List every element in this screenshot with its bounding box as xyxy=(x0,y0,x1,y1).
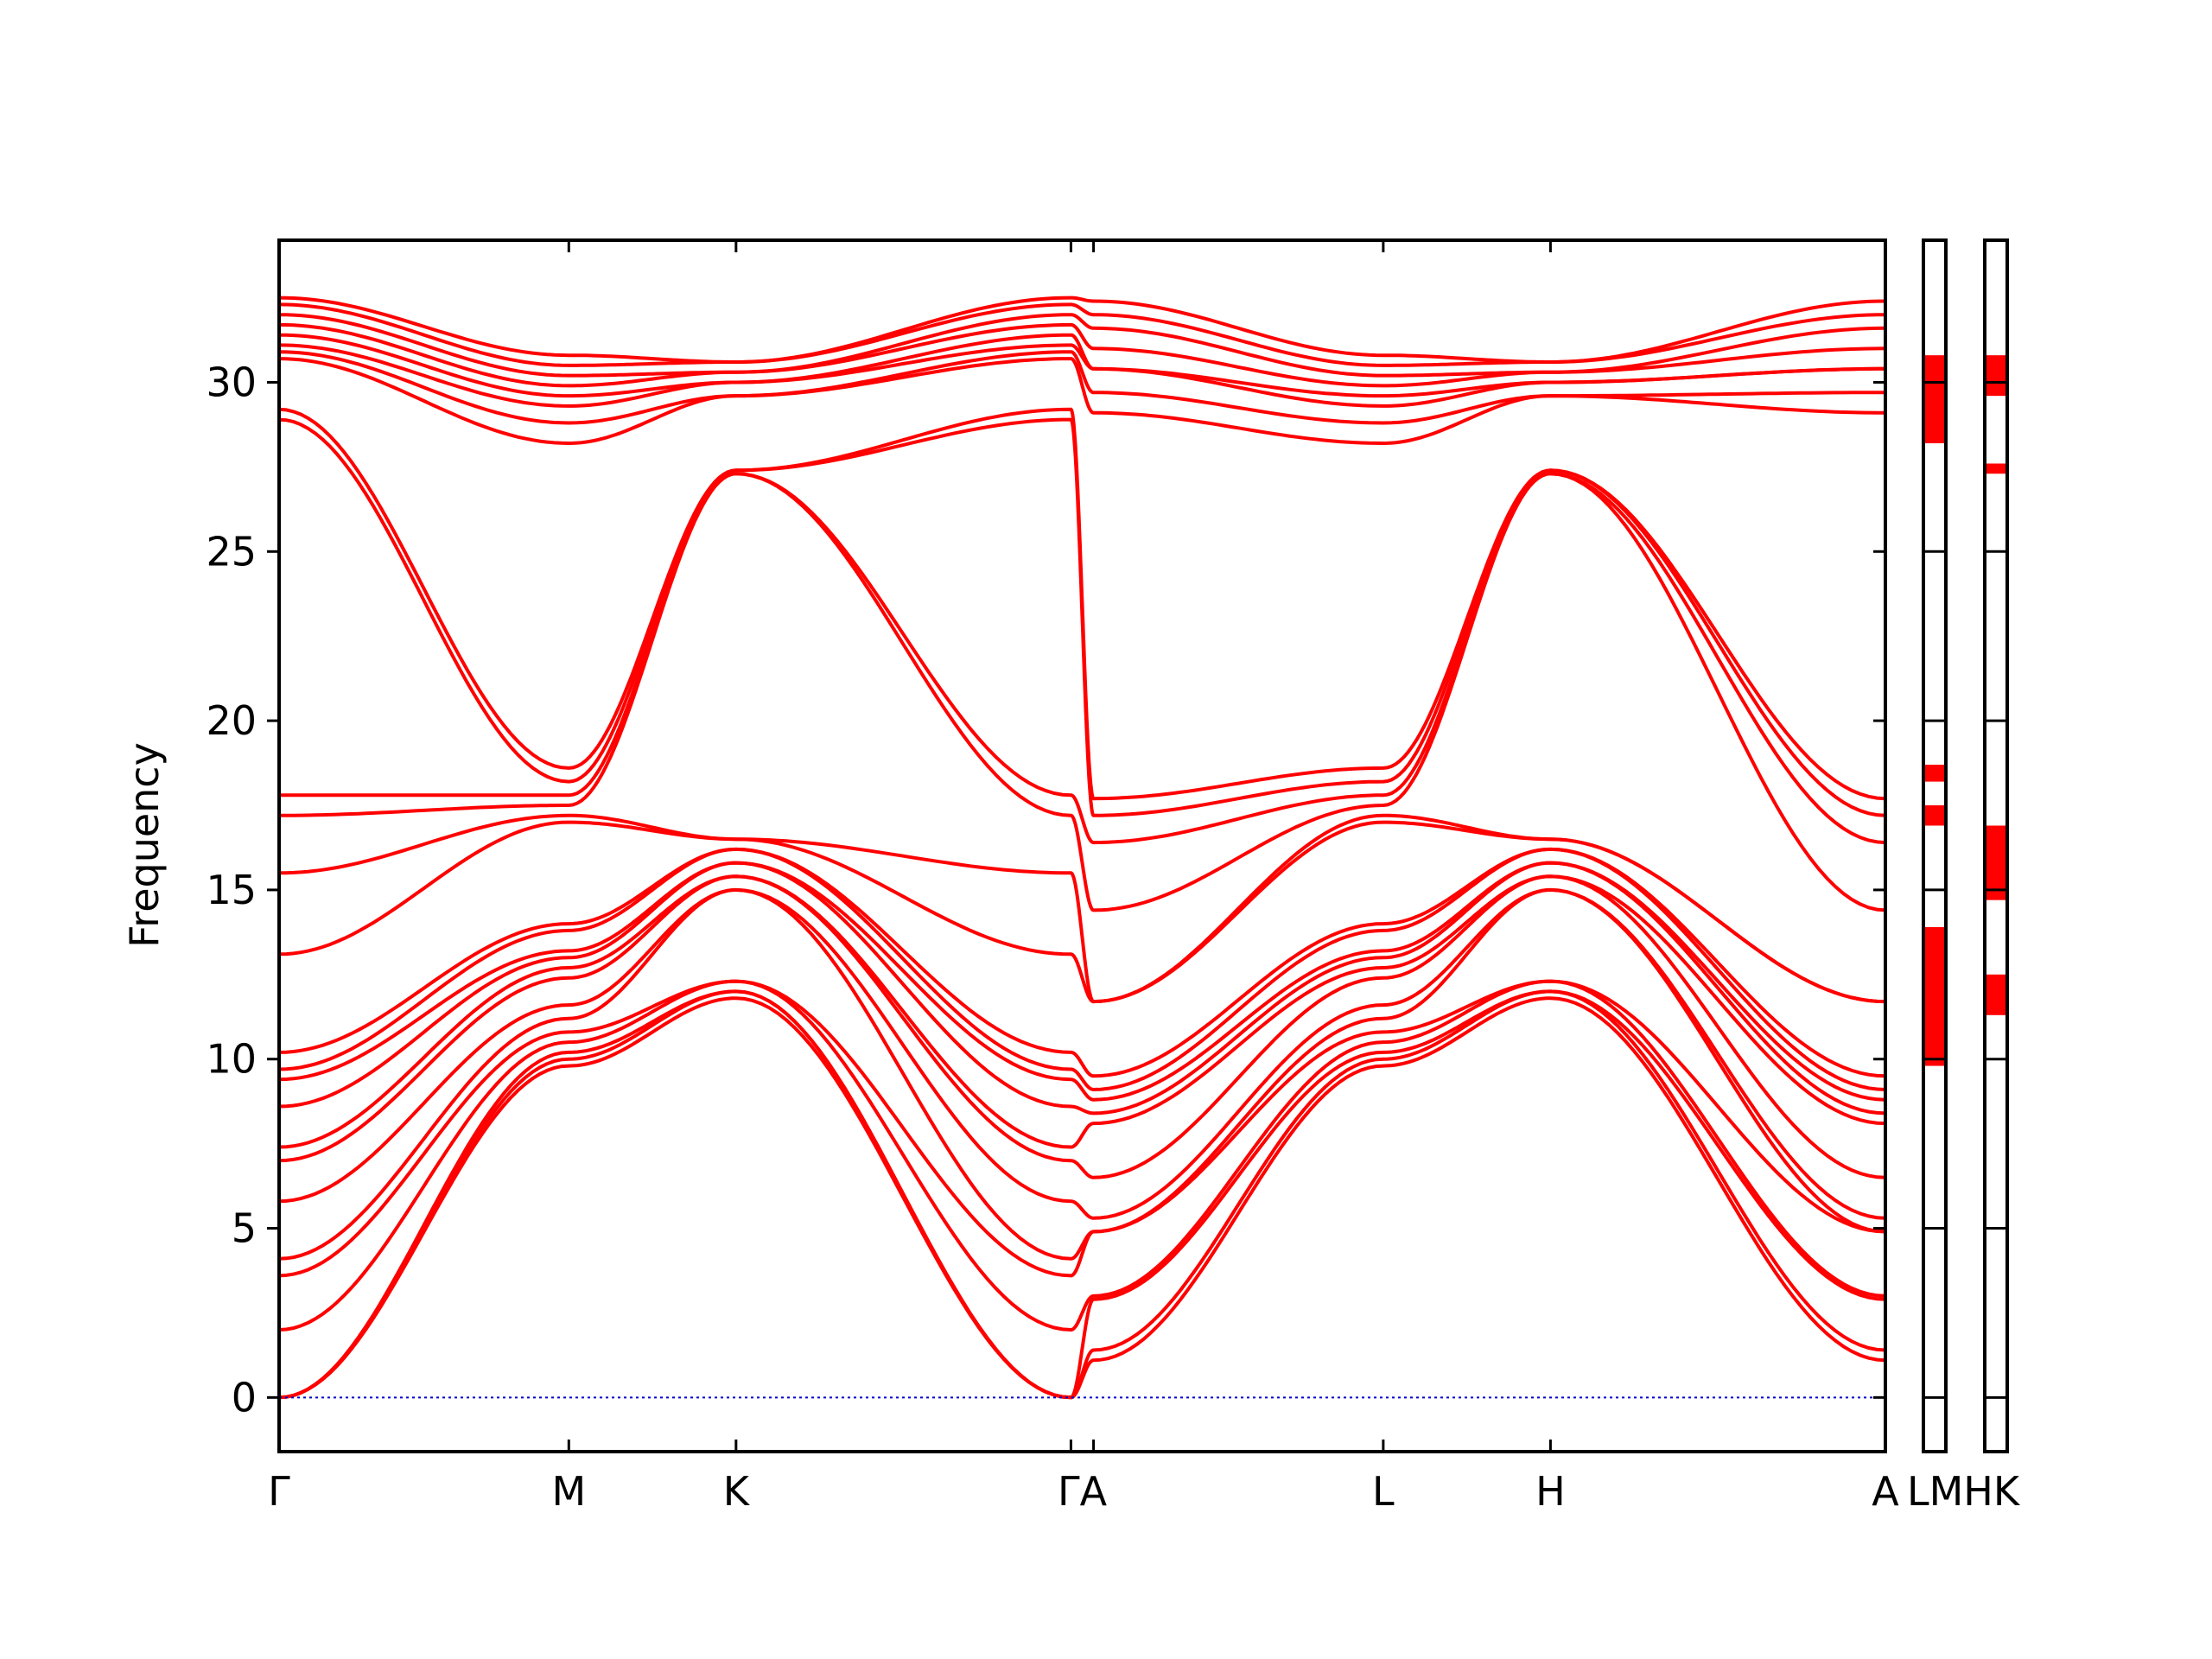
path-dividers xyxy=(567,240,1552,1452)
band-curve xyxy=(278,407,1886,801)
y-tick-label: 0 xyxy=(232,1374,257,1421)
x-axis-ticks: Γ M K ΓA L H A xyxy=(268,1468,1899,1515)
dos-band-block xyxy=(1925,926,1944,1066)
y-tick-label: 5 xyxy=(232,1205,257,1252)
y-tick-label: 10 xyxy=(206,1036,257,1083)
x-tick-label: L xyxy=(1372,1468,1395,1515)
band-curve xyxy=(278,350,1885,425)
dos-panel-1-ticks xyxy=(1923,380,1946,1399)
band-curve xyxy=(278,847,1886,1078)
dos-panel-1-frame xyxy=(1922,238,1948,1453)
band-curve xyxy=(279,472,1886,845)
dos-band-block xyxy=(1925,765,1944,782)
dos-band-block xyxy=(1986,355,2005,397)
band-curve xyxy=(278,313,1886,378)
y-tick-label: 15 xyxy=(206,867,257,913)
band-curve xyxy=(278,333,1885,398)
band-lines xyxy=(278,296,1886,1400)
band-curve xyxy=(278,979,1886,1278)
dos-bars-1 xyxy=(1925,355,1944,1066)
x-tick-label: A xyxy=(1872,1468,1899,1515)
dos-labels: LMHK xyxy=(1907,1468,2021,1515)
dos-band-block xyxy=(1986,825,2005,900)
band-curve xyxy=(278,296,1886,364)
dos-panel-2-frame xyxy=(1983,238,2009,1453)
dos-panel-2-ticks xyxy=(1985,380,2007,1399)
main-plot: 0 5 10 15 20 25 30 Γ M K ΓA L H A Frequency xyxy=(121,238,1899,1515)
x-tick-label: K xyxy=(723,1468,751,1515)
band-curve xyxy=(278,874,1886,1149)
y-axis-label: Frequency xyxy=(121,742,168,948)
y-axis-ticks: 0 5 10 15 20 25 30 xyxy=(206,359,1885,1421)
x-tick-label: Γ xyxy=(268,1468,290,1515)
band-curve xyxy=(278,887,1886,1220)
y-tick-label: 25 xyxy=(206,528,257,575)
band-curve xyxy=(278,989,1886,1400)
y-tick-label: 20 xyxy=(206,697,257,744)
dos-band-block xyxy=(1925,805,1944,826)
main-plot-frame xyxy=(277,238,1887,1453)
dos-band-block xyxy=(1986,463,2005,474)
dos-band-block xyxy=(1925,355,1944,443)
dos-panel-1 xyxy=(1922,238,1948,1453)
x-tick-label: ΓA xyxy=(1058,1468,1108,1515)
dos-bars-2 xyxy=(1986,355,2005,1015)
dos-band-block xyxy=(1986,974,2005,1015)
band-curve xyxy=(278,813,1886,1004)
x-tick-label: M xyxy=(551,1468,586,1515)
x-tick-label: H xyxy=(1535,1468,1566,1515)
band-curve xyxy=(278,861,1886,1102)
dos-panel-2 xyxy=(1983,238,2009,1453)
y-tick-label: 30 xyxy=(206,359,257,405)
